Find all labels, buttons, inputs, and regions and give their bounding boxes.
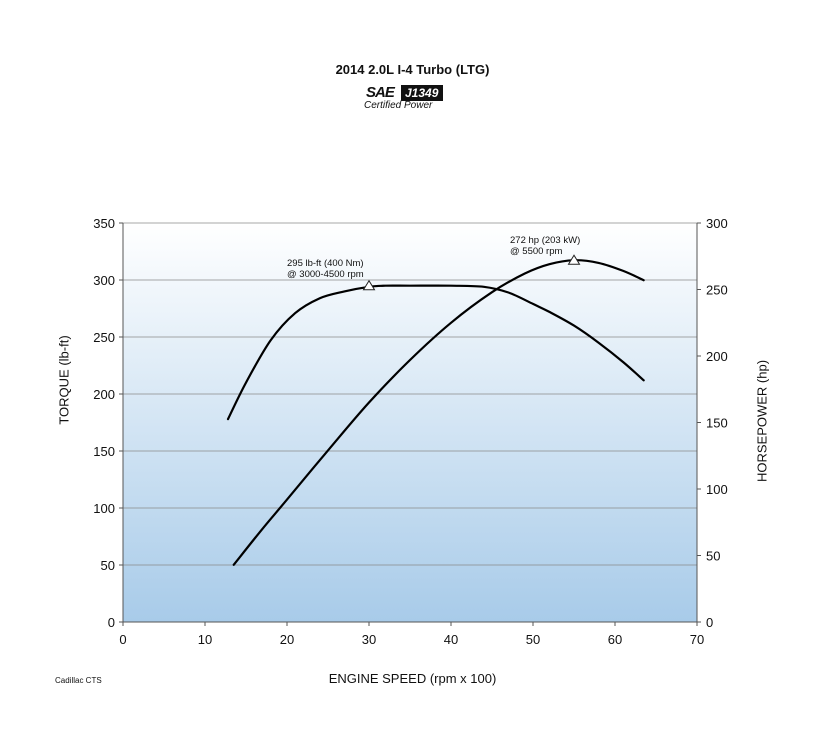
x-tick-label: 40 (444, 632, 458, 647)
torque-peak-annotation: 295 lb-ft (400 Nm) @ 3000-4500 rpm (287, 258, 364, 280)
y-left-tick-label: 250 (93, 330, 115, 345)
chart-title: 2014 2.0L I-4 Turbo (LTG) (335, 62, 490, 77)
y-left-tick-label: 350 (93, 216, 115, 231)
torque-peak-value: 295 lb-ft (400 Nm) (287, 258, 364, 269)
y-left-tick-label: 300 (93, 273, 115, 288)
certified-power-text: Certified Power (364, 100, 433, 111)
x-tick-label: 50 (526, 632, 540, 647)
power-peak-annotation: 272 hp (203 kW) @ 5500 rpm (510, 235, 580, 257)
y-right-tick-label: 250 (706, 283, 728, 298)
y-left-tick-label: 0 (108, 615, 115, 630)
power-peak-marker (567, 254, 581, 265)
peak-markers (362, 254, 581, 291)
x-tick-label: 60 (608, 632, 622, 647)
y-left-tick-label: 100 (93, 501, 115, 516)
x-tick-label: 30 (362, 632, 376, 647)
y-axis-right-label: HORSEPOWER (hp) (754, 359, 770, 483)
y-right-tick-label: 150 (706, 416, 728, 431)
y-left-tick-label: 50 (101, 558, 115, 573)
y-right-tick-label: 50 (706, 549, 720, 564)
x-tick-label: 20 (280, 632, 294, 647)
grid-lines (123, 222, 697, 566)
axes (119, 222, 701, 626)
x-tick-label: 0 (119, 632, 126, 647)
y-axis-left-label: TORQUE (lb-ft) (56, 335, 72, 425)
footnote: Cadillac CTS (55, 676, 102, 685)
j1349-logo-text: J1349 (401, 85, 444, 101)
plot-area (123, 223, 697, 622)
torque-peak-rpm: @ 3000-4500 rpm (287, 269, 364, 280)
y-left-tick-label: 150 (93, 444, 115, 459)
y-right-tick-label: 100 (706, 482, 728, 497)
series-lines (226, 259, 645, 566)
x-axis-label: ENGINE SPEED (rpm x 100) (328, 671, 497, 686)
torque-peak-marker (362, 279, 376, 291)
y-right-tick-label: 200 (706, 349, 728, 364)
power-peak-value: 272 hp (203 kW) (510, 235, 581, 246)
y-left-tick-label: 200 (93, 387, 115, 402)
power-peak-rpm: @ 5500 rpm (510, 246, 563, 257)
x-tick-label: 70 (690, 632, 704, 647)
sae-logo-text: SAE (366, 84, 395, 101)
y-right-tick-label: 0 (706, 615, 713, 630)
torque-curve (226, 284, 645, 421)
x-tick-label: 10 (198, 632, 212, 647)
sae-j1349-logo: SAE J1349 Certified Power (364, 84, 464, 116)
y-right-tick-label: 300 (706, 216, 728, 231)
horsepower-curve (232, 259, 645, 566)
tick-labels: 0 50 100 150 200 250 300 350 0 50 100 150 200 250 300 0… (93, 216, 727, 647)
